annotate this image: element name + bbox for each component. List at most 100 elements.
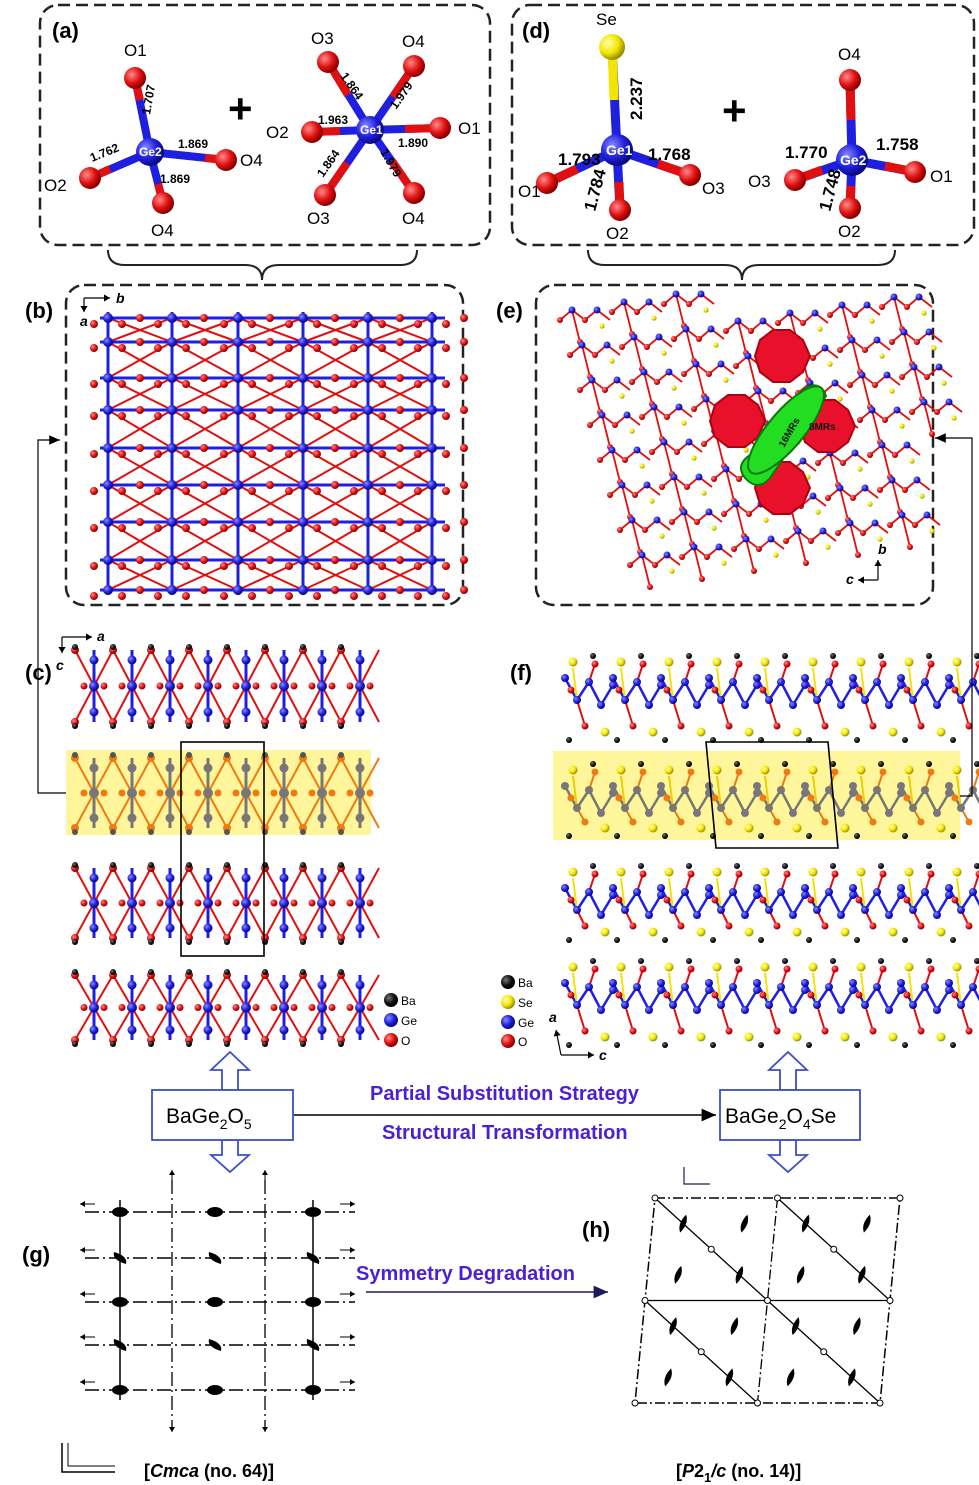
ring-highlight-e: [708, 329, 857, 515]
bracket-a-b: [107, 249, 418, 281]
bond-1768: 1.768: [648, 145, 691, 164]
caption-g: [Cmca (no. 64)]: [144, 1461, 274, 1481]
legend-right-ba: Ba: [518, 976, 533, 990]
unit-cell-c: [180, 741, 265, 957]
ge1-octahedron-a: [301, 51, 451, 206]
axis-c-label-a: a: [97, 628, 105, 644]
axis-e-label-b: b: [878, 541, 887, 557]
legend-left-o: O: [401, 1034, 410, 1048]
atom-o3-a-top: O3: [311, 29, 334, 48]
panel-h-label: (h): [582, 1217, 610, 1242]
ge2-tetrahedron-d: [784, 69, 926, 219]
axis-e-label-c: c: [846, 571, 854, 587]
bond-2237: 2.237: [627, 77, 646, 120]
atom-o3-d: O3: [702, 179, 725, 198]
atom-o3-a-bottom: O3: [307, 209, 330, 228]
axis-f-label-a: a: [549, 1009, 557, 1025]
atom-o2-a-ge1: O2: [266, 123, 289, 142]
axes-g: [61, 1443, 115, 1473]
legend-left-ge: Ge: [401, 1014, 417, 1028]
plus-d: +: [722, 87, 747, 134]
ge1-tetrahedron-d: [536, 34, 701, 221]
unit-cell-f: [705, 741, 839, 849]
axes-e: [858, 560, 882, 584]
bond-1758: 1.758: [876, 135, 919, 154]
compound-box-right: [719, 1089, 861, 1141]
axes-c: [58, 633, 92, 653]
hollow-arrow-left-up: [208, 1050, 252, 1091]
legend-right-ge: Ge: [518, 1016, 534, 1030]
legend-left-ba: Ba: [401, 994, 416, 1008]
bond-1784: 1.784: [581, 166, 611, 213]
symmetry-text: Symmetry Degradation: [356, 1263, 575, 1285]
atom-o1-d: O1: [518, 182, 541, 201]
strategy-text: Partial Substitution Strategy: [370, 1083, 640, 1105]
ring-8mr-label: 8MRs: [809, 422, 836, 433]
hollow-arrow-right-up: [766, 1050, 810, 1091]
atom-o1-d-ge2: O1: [930, 167, 953, 186]
atom-o4-d: O4: [838, 45, 861, 64]
ge2-tetrahedron-a: [79, 67, 237, 214]
atom-o2-a: O2: [44, 176, 67, 195]
bond-1869-b: 1.869: [160, 172, 190, 186]
atom-o3-d-ge2: O3: [748, 172, 771, 191]
bond-1963: 1.963: [318, 113, 348, 127]
atom-o1-a-ge1: O1: [458, 119, 481, 138]
connector-f-e: [935, 433, 973, 797]
axes-f: [553, 1029, 594, 1059]
compound-right: BaGe2O4Se: [725, 1105, 836, 1132]
ge2-label-d: Ge2: [840, 152, 867, 168]
panel-g-label: (g): [22, 1242, 50, 1267]
compound-box-left: [151, 1089, 294, 1141]
panel-d-frame: [510, 3, 976, 247]
compound-left: BaGe2O5: [166, 1105, 252, 1132]
panel-d-label: (d): [522, 18, 550, 43]
axis-f-label-c: c: [599, 1047, 607, 1063]
atom-o4-a-top: O4: [402, 32, 425, 51]
bond-1707: 1.707: [139, 83, 158, 115]
hollow-arrow-right-down: [766, 1139, 810, 1174]
atom-o4-a-bottom: O4: [151, 221, 174, 240]
axis-b-label-b: b: [116, 290, 125, 306]
ge1-label-d: Ge1: [606, 142, 633, 158]
axis-c-label-c: c: [56, 657, 64, 673]
connector-c-b: [37, 435, 66, 794]
atom-o4-a-right: O4: [240, 151, 263, 170]
axis-b-label-a: a: [80, 313, 88, 329]
hollow-arrow-left-down: [208, 1139, 252, 1174]
legend-left: [384, 993, 398, 1047]
legend-right-se: Se: [518, 996, 533, 1010]
layers-f: [561, 653, 979, 1048]
plus-a: +: [228, 85, 253, 132]
panel-e-frame: [534, 283, 935, 607]
axes-h: [683, 1167, 710, 1185]
ge2-label-a: Ge2: [139, 145, 162, 159]
bond-1762: 1.762: [88, 140, 121, 164]
atom-o2-d: O2: [606, 224, 629, 243]
panel-e-label: (e): [496, 298, 523, 323]
caption-h: [P21/c (no. 14)]: [676, 1461, 801, 1485]
panel-a-label: (a): [52, 18, 79, 43]
legend-right: [501, 975, 515, 1048]
panel-b-label: (b): [25, 298, 53, 323]
lattice-b: [90, 312, 468, 600]
transformation-text: Structural Transformation: [382, 1122, 628, 1144]
symmetry-diagram-p21c: [631, 1194, 904, 1407]
atom-o1-a: O1: [124, 41, 147, 60]
bracket-d-e: [587, 249, 896, 281]
panel-a-frame: [38, 3, 492, 247]
legend-right-o: O: [518, 1035, 527, 1049]
bond-1890: 1.890: [398, 136, 428, 150]
ge1-label-a: Ge1: [360, 123, 383, 137]
bond-1770: 1.770: [785, 143, 828, 162]
axes-b: [80, 294, 110, 312]
atom-o4-a-bottom2: O4: [402, 209, 425, 228]
bond-1793: 1.793: [558, 150, 601, 169]
atom-se-d: Se: [596, 10, 617, 29]
layers-c: [71, 644, 380, 1047]
symmetry-diagram-cmca: [80, 1170, 355, 1432]
bond-1869-a: 1.869: [178, 137, 208, 151]
panel-f-label: (f): [510, 660, 532, 685]
atom-o2-d-ge2: O2: [838, 222, 861, 241]
